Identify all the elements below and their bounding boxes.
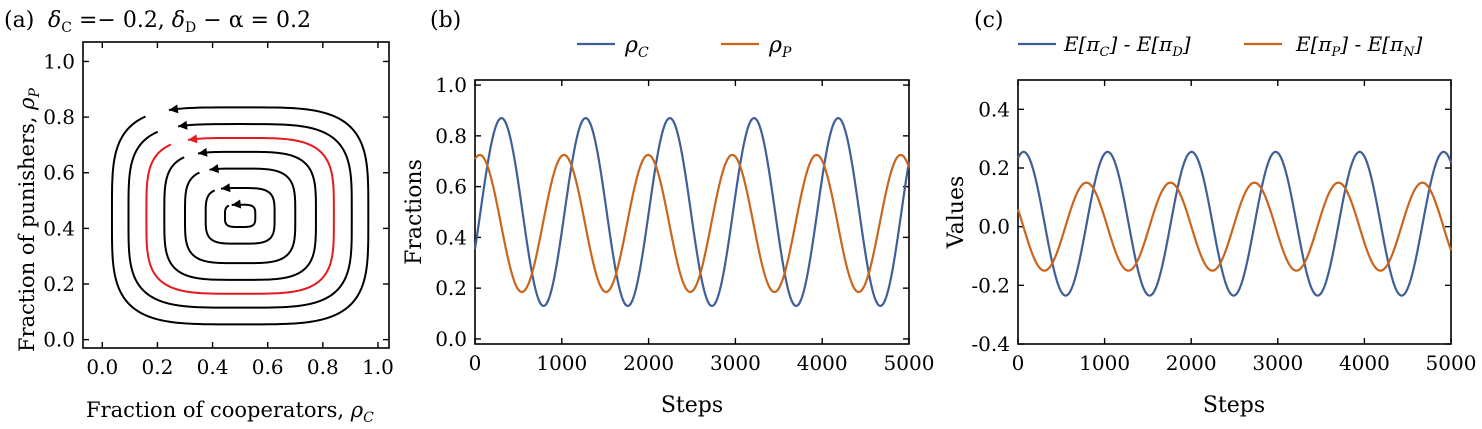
y-tick-label: 0.6: [43, 161, 75, 185]
panel-c: (c) E[πC] - E[πD] E[πP] - E[πN] 0 1000 200…: [944, 8, 1476, 418]
x-tick-label: 0.0: [86, 355, 118, 379]
y-tick-label: 0.8: [435, 124, 467, 148]
panel-a-frame: [82, 41, 390, 349]
series-line-c-1: [1016, 181, 1453, 272]
legend-label-rho-p: ρP: [768, 33, 792, 61]
orbit-curve-5: [127, 123, 353, 309]
panel-a-xlabel: Fraction of cooperators, ρC: [86, 398, 374, 426]
y-tick-label: 0.4: [43, 216, 75, 240]
orbit-arrow-5: [178, 120, 188, 130]
panel-a-ylabel: Fraction of punishers, ρP: [15, 88, 43, 352]
legend-label-payoff-cd: E[πC] - E[πD]: [1063, 32, 1191, 60]
x-tick-label: 4000: [797, 351, 848, 375]
x-tick-label: 1000: [1079, 351, 1130, 375]
x-tick-label: 0.6: [252, 355, 284, 379]
y-tick-label: 0.2: [43, 272, 75, 296]
y-tick-label: 1.0: [435, 73, 467, 97]
orbit-curve-6: [110, 106, 370, 326]
x-tick-label: 0: [1012, 351, 1025, 375]
y-tick-label: -0.2: [971, 273, 1010, 297]
panel-b: (b) ρC ρP 0 1000 2000 3000 4000 5000 0.0 0.2 0.4…: [402, 8, 934, 418]
panel-c-ticks: 0 1000 2000 3000 4000 5000 -0.4 -0.2 0.0 0.2 0.4: [971, 80, 1476, 375]
x-tick-label: 5000: [884, 351, 935, 375]
y-tick-label: 0.2: [435, 276, 467, 300]
panel-a-title: δC =− 0.2, δD − α = 0.2: [48, 8, 311, 36]
orbit-curve-3: [163, 150, 317, 281]
panel-b-frame: [474, 79, 910, 345]
x-tick-label: 0.4: [197, 355, 229, 379]
panel-b-xlabel: Steps: [661, 393, 723, 418]
x-tick-label: 0: [469, 351, 482, 375]
panel-a-orbits: [110, 104, 370, 326]
y-tick-label: 0.0: [43, 328, 75, 352]
x-tick-label: 2000: [623, 351, 674, 375]
series-line-b-0: [473, 117, 911, 308]
panel-b-legend: ρC ρP: [577, 33, 792, 61]
orbit-arrow-0: [231, 199, 242, 209]
panel-c-frame: [1017, 79, 1452, 345]
panel-c-legend: E[πC] - E[πD] E[πP] - E[πN]: [1018, 32, 1423, 60]
panel-b-ylabel: Fractions: [402, 159, 427, 265]
orbit-arrow-6: [168, 104, 179, 114]
series-line-c-0: [1017, 150, 1453, 297]
x-tick-label: 2000: [1166, 351, 1217, 375]
y-tick-label: 1.0: [43, 49, 75, 73]
panel-b-label: (b): [430, 8, 461, 33]
x-tick-label: 5000: [1426, 351, 1477, 375]
series-line-b-1: [474, 153, 911, 294]
legend-label-payoff-pn: E[πP] - E[πN]: [1295, 32, 1423, 60]
x-tick-label: 0.2: [142, 355, 174, 379]
legend-label-rho-c: ρC: [624, 33, 649, 61]
orbit-arrow-3: [197, 147, 208, 157]
orbit-curve-4: [145, 136, 335, 295]
panel-c-xlabel: Steps: [1203, 393, 1265, 418]
x-tick-label: 3000: [1252, 351, 1303, 375]
panel-c-label: (c): [974, 8, 1004, 33]
panel-b-series: [473, 117, 911, 308]
y-tick-label: 0.4: [435, 225, 467, 249]
orbit-curve-1: [204, 187, 276, 245]
orbit-curve-2: [183, 167, 297, 265]
x-tick-label: 1000: [536, 351, 587, 375]
x-tick-label: 4000: [1339, 351, 1390, 375]
x-tick-label: 3000: [710, 351, 761, 375]
y-tick-label: 0.0: [435, 327, 467, 351]
x-tick-label: 1.0: [362, 355, 394, 379]
orbit-arrow-4: [188, 134, 198, 144]
panel-a-ticks: 0.0 0.2 0.4 0.6 0.8 1.0 0.0 0.2 0.4 0.6 0.8 1.0: [43, 42, 394, 379]
orbit-arrow-1: [220, 183, 231, 193]
panel-b-ticks: 0 1000 2000 3000 4000 5000 0.0 0.2 0.4 0.6 0.8 1.0: [435, 73, 934, 375]
y-tick-label: 0.0: [978, 215, 1010, 239]
orbit-arrow-2: [209, 164, 219, 174]
x-tick-label: 0.8: [307, 355, 339, 379]
y-tick-label: 0.2: [978, 156, 1010, 180]
y-tick-label: 0.4: [978, 97, 1010, 121]
panel-a: (a) δC =− 0.2, δD − α = 0.2 0.0 0.2 0.4 0.6…: [4, 8, 394, 426]
y-tick-label: -0.4: [971, 332, 1010, 356]
y-tick-label: 0.6: [435, 175, 467, 199]
panel-a-label: (a): [4, 8, 34, 33]
panel-c-series: [1016, 150, 1453, 297]
y-tick-label: 0.8: [43, 105, 75, 129]
panel-c-ylabel: Values: [944, 176, 969, 250]
